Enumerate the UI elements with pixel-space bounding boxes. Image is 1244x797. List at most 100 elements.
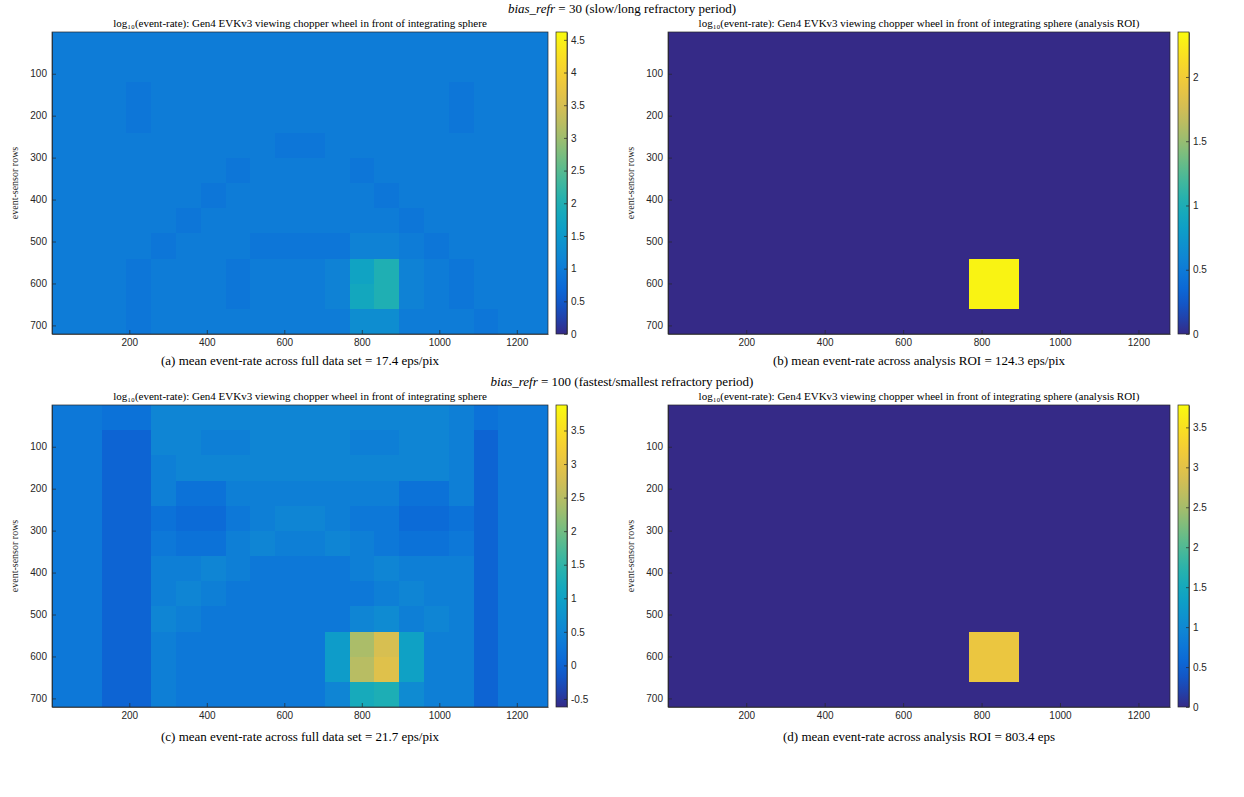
heatmap-cell <box>325 133 350 158</box>
heatmap-cell <box>201 606 226 631</box>
heatmap-cell <box>718 183 743 208</box>
tick-label: 800 <box>974 337 991 348</box>
tick-label: 300 <box>30 525 47 536</box>
heatmap-cell <box>449 657 474 682</box>
heatmap-cell <box>102 682 127 707</box>
heatmap-cell <box>474 233 499 258</box>
tick: 200 <box>738 330 755 348</box>
heatmap-cell <box>449 531 474 556</box>
heatmap-cell <box>668 133 693 158</box>
tick: 800 <box>354 330 371 348</box>
tick-label: 200 <box>30 483 47 494</box>
heatmap-cell <box>52 309 77 334</box>
heatmap-cell <box>693 183 718 208</box>
tick-label: 600 <box>276 337 293 348</box>
heatmap-cell <box>668 581 693 606</box>
heatmap-cell <box>894 506 919 531</box>
y-axis-title: event-sensor rows <box>9 147 20 220</box>
heatmap-cell <box>718 430 743 455</box>
heatmap-cell <box>718 682 743 707</box>
tick: 800 <box>974 703 991 721</box>
heatmap-cell <box>743 657 768 682</box>
tick-mark <box>668 242 672 243</box>
heatmap-cell <box>768 632 793 657</box>
heatmap-cell <box>226 531 251 556</box>
heatmap-cell <box>201 430 226 455</box>
heatmap-cell <box>668 531 693 556</box>
heatmap-cell <box>424 657 449 682</box>
heatmap-cell <box>52 682 77 707</box>
heatmap-cell <box>768 208 793 233</box>
heatmap-cell <box>226 32 251 57</box>
heatmap-cell <box>449 32 474 57</box>
heatmap-cell <box>819 657 844 682</box>
heatmap-cell <box>77 108 102 133</box>
colorbar-axis: -0.500.511.522.533.5 <box>564 406 589 708</box>
heatmap-cell <box>1019 133 1044 158</box>
heatmap-cell <box>151 233 176 258</box>
heatmap-cell <box>449 309 474 334</box>
heatmap-cell <box>1145 158 1170 183</box>
heatmap-cell <box>1019 208 1044 233</box>
heatmap-cell <box>151 581 176 606</box>
heatmap-cell <box>844 632 869 657</box>
heatmap-cell <box>474 682 499 707</box>
tick: 0.5 <box>1186 264 1207 275</box>
heatmap-cell <box>275 430 300 455</box>
heatmap-cell <box>894 682 919 707</box>
heatmap-cell <box>325 682 350 707</box>
heatmap-cell <box>300 309 325 334</box>
heatmap-cell <box>176 82 201 107</box>
heatmap-cell <box>718 405 743 430</box>
heatmap-cell <box>743 531 768 556</box>
heatmap-cell <box>969 632 994 657</box>
heatmap-cell <box>743 682 768 707</box>
heatmap-cell <box>1120 183 1145 208</box>
tick: 1200 <box>506 330 529 348</box>
heatmap-cell <box>399 133 424 158</box>
heatmap-cell <box>819 284 844 309</box>
heatmap-cell <box>794 506 819 531</box>
heatmap-cell <box>819 32 844 57</box>
heatmap-cell <box>1145 556 1170 581</box>
heatmap-cell <box>77 158 102 183</box>
heatmap-cell <box>819 531 844 556</box>
heatmap-cell <box>300 682 325 707</box>
panel: 2004006008001000120010020030040050060070… <box>9 17 585 368</box>
heatmap-cell <box>151 82 176 107</box>
heatmap-cell <box>869 82 894 107</box>
heatmap-cell <box>77 506 102 531</box>
heatmap-cell <box>350 455 375 480</box>
heatmap-cell <box>52 606 77 631</box>
tick: 1.5 <box>1186 136 1207 147</box>
heatmap-cell <box>743 32 768 57</box>
heatmap-cell <box>399 208 424 233</box>
tick: 1200 <box>1128 703 1151 721</box>
heatmap-cell <box>693 57 718 82</box>
heatmap-cell <box>226 606 251 631</box>
heatmap-cell <box>1019 259 1044 284</box>
heatmap-cell <box>944 309 969 334</box>
heatmap-cell <box>449 133 474 158</box>
tick-label: 600 <box>895 337 912 348</box>
heatmap-cell <box>1145 183 1170 208</box>
heatmap-cell <box>1045 133 1070 158</box>
heatmap-cell <box>944 233 969 258</box>
heatmap-cell <box>768 506 793 531</box>
heatmap-cell <box>474 531 499 556</box>
tick: 2 <box>1186 542 1199 553</box>
heatmap-cell <box>994 284 1019 309</box>
heatmap-cell <box>919 108 944 133</box>
heatmap-cell <box>693 481 718 506</box>
heatmap-cell <box>399 32 424 57</box>
heatmap-cell <box>325 183 350 208</box>
heatmap-cell <box>794 657 819 682</box>
heatmap-cell <box>201 556 226 581</box>
tick: 1000 <box>429 330 452 348</box>
heatmap-cell <box>126 581 151 606</box>
heatmap-cell <box>523 632 548 657</box>
heatmap-cell <box>350 208 375 233</box>
panel-caption: (d) mean event-rate across analysis ROI … <box>783 729 1055 744</box>
heatmap-cell <box>1095 309 1120 334</box>
tick-mark <box>52 615 56 616</box>
